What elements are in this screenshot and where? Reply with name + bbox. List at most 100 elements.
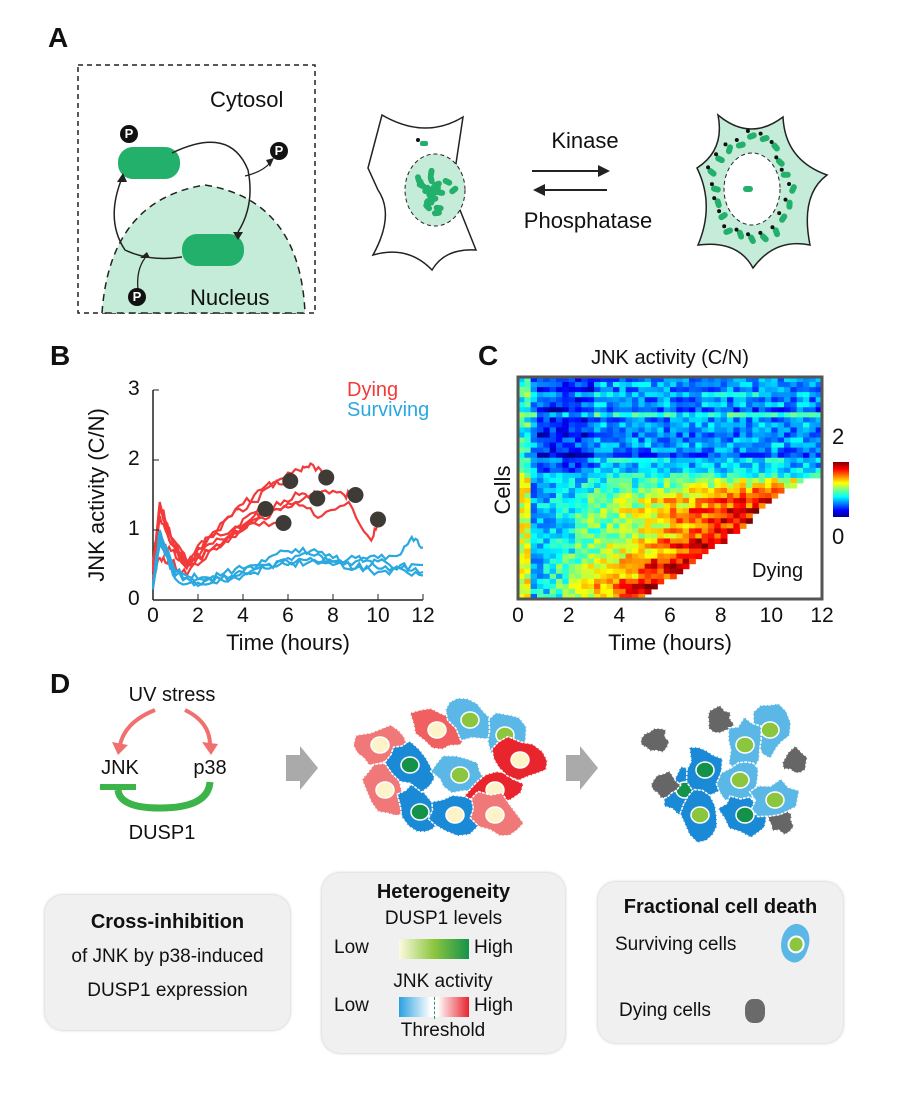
heatmap-cell: [644, 578, 652, 585]
heatmap-cell: [771, 488, 779, 494]
cell-nucleus: [485, 806, 505, 824]
heatmap-cell: [809, 392, 817, 398]
heatmap-cell: [771, 402, 779, 408]
heatmap-cell: [777, 447, 785, 454]
heatmap-cell: [676, 563, 684, 570]
heatmap-cell: [765, 482, 772, 489]
heatmap-cell: [549, 543, 557, 550]
heatmap-cell: [594, 563, 601, 570]
heatmap-cell: [613, 518, 620, 524]
death-point: [309, 490, 326, 507]
heatmap-cell: [549, 593, 557, 600]
heatmap-cell: [556, 432, 563, 439]
heatmap-cell: [644, 457, 652, 464]
heatmap-cell: [689, 462, 696, 469]
heatmap-cell: [676, 518, 684, 524]
heatmap-cell: [727, 462, 734, 469]
heatmap-cell: [518, 553, 525, 560]
heatmap-cell: [518, 442, 525, 449]
dusp1-inhibition-arc: [114, 781, 214, 812]
heatmap-cell: [676, 543, 684, 550]
heatmap-cell: [739, 402, 747, 408]
heatmap-cell: [556, 573, 563, 580]
heatmap-cell: [708, 523, 715, 529]
heatmap-cell: [739, 482, 747, 489]
heatmap-cell: [524, 588, 532, 595]
heatmap-cell: [575, 382, 582, 388]
heatmap-cell: [556, 382, 563, 388]
heatmap-cell: [543, 553, 551, 560]
heatmap-cell: [784, 442, 791, 449]
heatmap-cell: [720, 528, 728, 534]
heatmap-cell: [708, 488, 715, 494]
x-tick-label: 6: [282, 604, 294, 627]
heatmap-cell: [613, 382, 620, 388]
heatmap-cell: [663, 417, 671, 423]
heatmap-cell: [676, 568, 684, 575]
heatmap-cell: [733, 467, 741, 474]
protein-dot: [427, 174, 435, 185]
heatmap-cell: [689, 523, 696, 529]
heatmap-cell: [727, 513, 734, 519]
heatmap-cell: [733, 402, 741, 408]
heatmap-cell: [758, 477, 766, 484]
uv-to-jnk-arrow: [118, 708, 156, 746]
heatmap-cell: [765, 457, 772, 464]
heatmap-cell: [651, 488, 658, 494]
heatmap-cell: [695, 417, 703, 423]
heatmap-cell: [676, 477, 684, 484]
heatmap-cell: [518, 543, 525, 550]
heatmap-cell: [568, 407, 576, 413]
heatmap-cell: [524, 447, 532, 454]
heatmap-cell: [575, 543, 582, 550]
heatmap-cell: [537, 447, 544, 454]
cell-nucleus: [460, 711, 480, 729]
heatmap-cell: [562, 457, 570, 464]
heatmap-cell: [676, 442, 684, 449]
heatmap-cell: [556, 538, 563, 544]
heatmap-cell: [594, 437, 601, 444]
heatmap-cell: [771, 477, 779, 484]
heatmap-cell: [796, 392, 804, 398]
heatmap-cell: [587, 588, 595, 595]
heatmap-cell: [714, 503, 722, 509]
heatmap-cell: [581, 422, 589, 428]
heatmap-cell: [689, 382, 696, 388]
heatmap-cell: [556, 407, 563, 413]
heatmap-cell: [530, 407, 538, 413]
heatmap-cell: [720, 442, 728, 449]
heatmap-cell: [651, 482, 658, 489]
heatmap-cell: [803, 407, 810, 413]
heatmap-cell: [581, 437, 589, 444]
heatmap-cell: [682, 533, 690, 539]
heatmap-cell: [556, 583, 563, 590]
heatmap-cell: [581, 392, 589, 398]
heatmap-cell: [625, 528, 633, 534]
heatmap-cell: [682, 538, 690, 544]
heatmap-cell: [625, 563, 633, 570]
heatmap-cell: [600, 553, 608, 560]
heatmap-cell: [689, 558, 696, 565]
heatmap-cell: [606, 523, 614, 529]
heatmap-cell: [663, 498, 671, 504]
heatmap-cell: [537, 412, 544, 418]
heatmap-cell: [670, 523, 677, 529]
heatmap-cell: [746, 397, 753, 403]
heatmap-cell: [758, 377, 766, 383]
heatmap-cell: [670, 553, 677, 560]
heatmap-cell: [530, 578, 538, 585]
heatmap-cell: [581, 442, 589, 449]
heatmap-cell: [568, 452, 576, 459]
heatmap-cell: [625, 588, 633, 595]
heatmap-cell: [689, 457, 696, 464]
heatmap-cell: [695, 548, 703, 555]
heatmap-cell: [638, 568, 646, 575]
heatmap-cell: [682, 407, 690, 413]
heatmap-cell: [752, 503, 760, 509]
heatmap-cell: [733, 407, 741, 413]
heatmap-cell: [581, 573, 589, 580]
heatmap-cell: [638, 432, 646, 439]
heatmap-cell: [549, 407, 557, 413]
heatmap-cell: [575, 412, 582, 418]
heatmap-cell: [638, 538, 646, 544]
